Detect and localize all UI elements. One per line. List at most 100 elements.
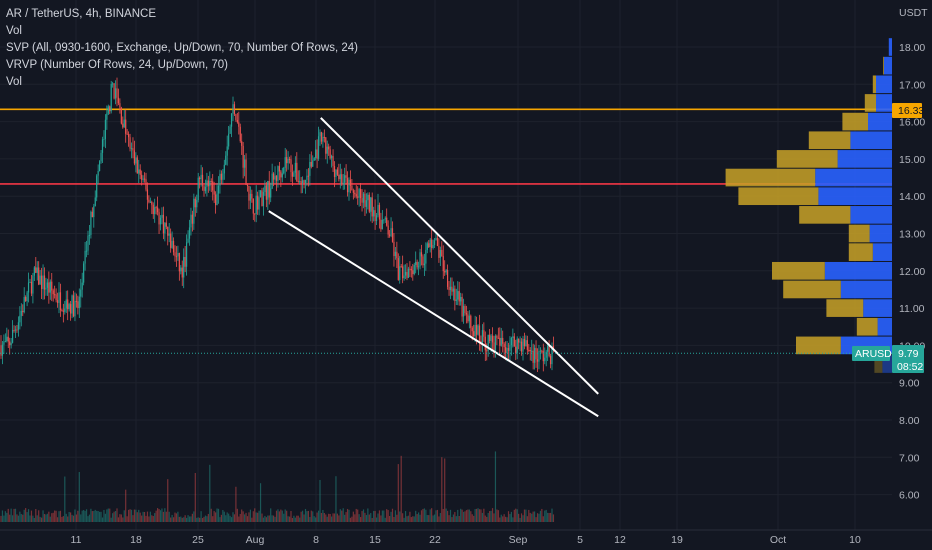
candle-body-315 [457,291,459,300]
candle-body-173 [251,193,253,199]
price-axis-bg[interactable] [892,0,932,530]
candle-body-7 [10,342,12,346]
volume-bar-263 [381,510,383,522]
candle-body-326 [473,331,475,337]
volume-bar-376 [545,509,547,522]
candle-body-281 [407,268,410,278]
candle-body-309 [448,286,450,291]
candle-body-356 [516,338,518,353]
volume-bar-295 [428,515,430,522]
price-axis[interactable]: 18.00 17.00 16.00 15.00 14.00 13.00 12.00 11.00… [899,42,925,502]
volume-bar-272 [394,510,396,522]
candle-body-75 [109,106,111,112]
volume-bar-116 [168,511,170,522]
candle-body-0 [0,345,2,356]
candle-body-253 [367,194,369,201]
indicator-svp[interactable]: SVP (All, 0930-1600, Exchange, Up/Down, … [6,42,358,54]
candle-body-357 [518,338,520,343]
candle-body-258 [374,210,376,221]
volume-bar-230 [333,513,336,522]
volume-bar-243 [352,511,354,522]
candle-body-320 [464,306,466,314]
indicator-vrvp[interactable]: VRVP (Number Of Rows, 24, Up/Down, 70) [6,59,228,71]
trendlines[interactable] [268,117,599,418]
volume-bar-336 [487,513,489,522]
volume-bar-320 [464,511,466,522]
volume-bar-356 [516,509,518,522]
volume-bar-371 [538,513,540,522]
volume-bar-206 [299,517,301,522]
volume-bar-268 [389,516,391,522]
volume-bar-163 [236,508,238,522]
volume-bar-62 [90,508,92,522]
candle-body-366 [531,350,533,352]
candle-body-159 [230,113,233,127]
volume-bar-341 [494,451,497,522]
candle-body-49 [71,295,73,314]
volume-bar-12 [17,515,19,522]
symbol-title[interactable]: AR / TetherUS, 4h, BINANCE [6,8,156,20]
volume-bar-299 [433,514,436,522]
volume-bar-244 [354,514,356,522]
volume-bar-117 [170,517,172,522]
candle-body-150 [217,185,220,194]
volume-bar-259 [375,517,378,522]
volume-bar-107 [155,510,157,522]
candle-body-122 [177,253,179,257]
volume-profile [725,38,892,373]
volume-bar-128 [186,517,188,522]
volume-bar-258 [374,510,376,522]
indicator-volume-2[interactable]: Vol [6,76,22,88]
profile-down-8 [818,187,892,206]
volume-bar-35 [51,513,53,522]
volume-bar-227 [329,513,331,522]
volume-bar-355 [515,508,517,522]
volume-bar-50 [72,515,75,522]
candle-body-265 [384,217,386,220]
volume-bar-304 [441,457,443,522]
volume-bar-79 [114,510,117,522]
candle-body-200 [290,159,292,173]
volume-bar-332 [481,512,483,522]
candle-body-310 [449,286,452,291]
candle-body-350 [507,347,510,351]
volume-bar-44 [64,476,66,522]
candle-body-153 [222,173,224,180]
candle-body-371 [538,350,540,362]
volume-bar-122 [177,511,179,522]
candle-body-149 [216,193,218,206]
volume-bar-148 [215,512,217,522]
volume-bar-298 [432,515,434,522]
volume-bar-8 [12,515,14,522]
profile-up-3 [864,94,876,112]
volume-bar-367 [532,511,534,522]
candle-body-6 [9,341,11,346]
volume-bar-209 [303,514,305,522]
volume-bar-346 [502,516,504,522]
candle-body-211 [306,175,308,180]
volume-bar-322 [467,509,469,522]
candle-body-86 [125,119,127,134]
candle-body-266 [386,217,388,226]
candle-body-176 [255,195,257,214]
volume-bar-224 [325,514,327,522]
volume-bar-334 [484,515,486,522]
volume-bar-6 [9,514,11,522]
time-axis[interactable]: 11 18 25 Aug 8 15 22 Sep 5 12 19 Oct 10 [71,534,861,546]
indicator-volume[interactable]: Vol [6,25,22,37]
volume-bar-368 [534,511,536,522]
candle-body-51 [74,301,76,317]
candle-body-337 [489,334,491,341]
volume-bar-73 [106,509,108,522]
candle-body-126 [183,256,185,278]
volume-bar-221 [320,512,323,522]
price-tick-0: 18.00 [899,42,925,54]
volume-bar-190 [275,510,278,522]
time-axis-bg[interactable] [0,530,932,550]
volume-bar-363 [526,516,528,522]
profile-down-7 [815,168,892,187]
candle-body-45 [65,299,67,309]
candle-body-90 [130,148,133,150]
candle-body-369 [535,347,537,360]
